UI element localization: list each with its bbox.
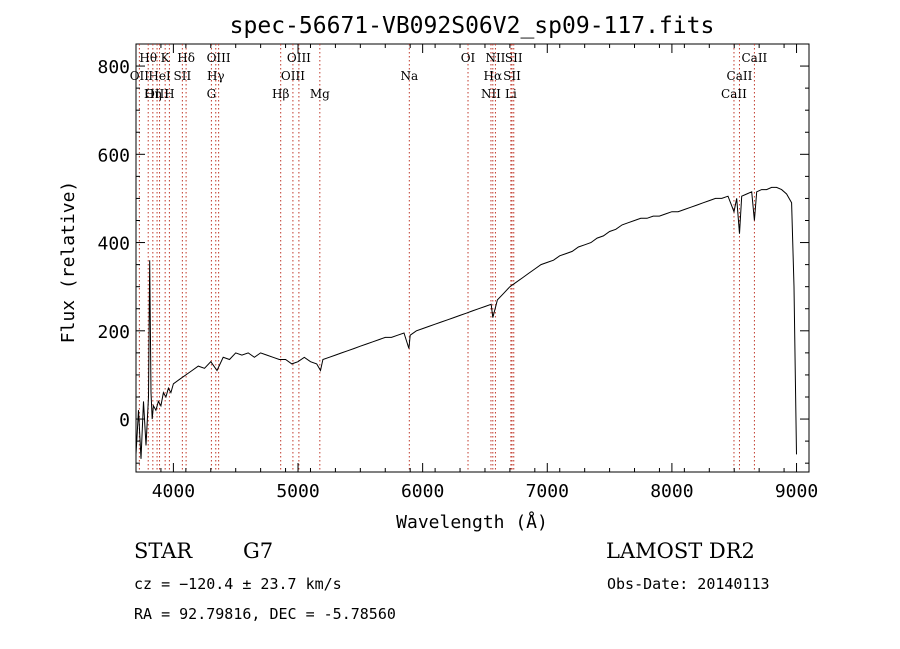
line-marker-label: Na xyxy=(400,69,418,83)
y-axis-ticks: 0 200 400 600 800 xyxy=(97,57,809,464)
x-tick-label: 6000 xyxy=(401,481,444,502)
line-marker-label: H xyxy=(164,87,174,101)
line-marker-label: Mg xyxy=(310,87,330,101)
x-tick-label: 4000 xyxy=(152,481,195,502)
line-marker-label: SII xyxy=(503,69,521,83)
x-tick-label: 7000 xyxy=(526,481,569,502)
line-marker-label: SII xyxy=(505,51,523,65)
x-axis-ticks: 4000 5000 6000 7000 8000 9000 xyxy=(135,44,818,502)
line-marker-label: OIII xyxy=(281,69,305,83)
chart-title: spec-56671-VB092S06V2_sp09-117.fits xyxy=(230,13,715,39)
y-tick-label: 600 xyxy=(97,145,130,166)
redshift-text: cz = −120.4 ± 23.7 km/s xyxy=(134,575,342,593)
object-class: STAR xyxy=(134,539,193,563)
x-tick-label: 5000 xyxy=(276,481,319,502)
x-tick-label: 8000 xyxy=(650,481,693,502)
plot-frame xyxy=(135,43,810,473)
spectral-line-markers xyxy=(138,44,755,472)
line-marker-label: OIII xyxy=(207,51,231,65)
line-marker-label: CaII xyxy=(721,87,747,101)
y-tick-label: 200 xyxy=(97,322,130,343)
radec-text: RA = 92.79816, DEC = -5.78560 xyxy=(134,605,396,623)
line-marker-label: Hδ xyxy=(177,51,195,65)
spectrum-line xyxy=(135,186,797,459)
survey-label: LAMOST DR2 xyxy=(606,539,755,563)
line-marker-label: SII xyxy=(174,69,192,83)
line-marker-label: K xyxy=(161,51,171,65)
line-marker-label: Hθ xyxy=(139,51,157,65)
line-marker-label: CaII xyxy=(727,69,753,83)
line-marker-label: Hη xyxy=(144,87,162,101)
x-tick-label: 9000 xyxy=(775,481,818,502)
line-marker-label: Hβ xyxy=(272,87,289,101)
y-tick-label: 0 xyxy=(119,410,130,431)
line-marker-label: Li xyxy=(505,87,517,101)
line-marker-label: OI xyxy=(461,51,476,65)
line-marker-label: NII xyxy=(485,51,505,65)
y-tick-label: 800 xyxy=(97,57,130,78)
line-marker-label: HeI xyxy=(148,69,171,83)
line-marker-label: G xyxy=(207,87,217,101)
spectrum-series xyxy=(135,186,797,459)
line-marker-label: OIII xyxy=(287,51,311,65)
y-tick-label: 400 xyxy=(97,234,130,255)
x-axis-label: Wavelength (Å) xyxy=(396,511,548,533)
line-marker-label: Hγ xyxy=(207,69,225,83)
obs-date-text: Obs-Date: 20140113 xyxy=(607,575,770,593)
line-marker-label: OIII xyxy=(145,87,169,101)
line-marker-label: Hα xyxy=(484,69,503,83)
object-subclass: G7 xyxy=(243,539,273,563)
line-marker-label: CaII xyxy=(741,51,767,65)
line-marker-label: NII xyxy=(481,87,501,101)
y-axis-label: Flux (relative) xyxy=(58,181,79,344)
line-marker-label: OII xyxy=(130,69,150,83)
